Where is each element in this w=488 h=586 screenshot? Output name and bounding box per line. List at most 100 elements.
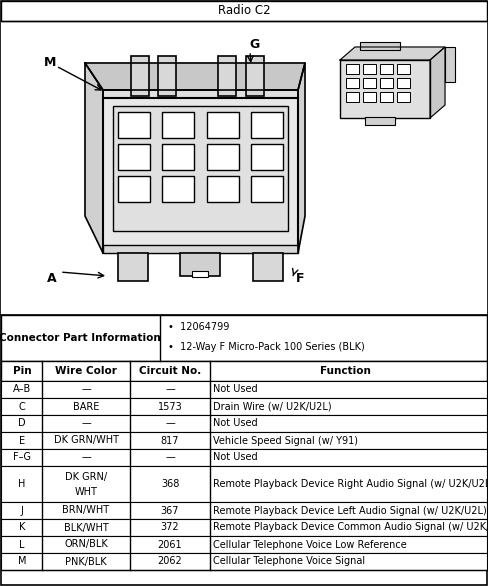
Bar <box>218 56 236 96</box>
Polygon shape <box>85 63 103 253</box>
Bar <box>1 553 487 570</box>
Bar <box>103 98 298 253</box>
Bar <box>118 144 150 170</box>
Text: 372: 372 <box>161 523 179 533</box>
Text: •  12064799: • 12064799 <box>168 322 229 332</box>
Text: Remote Playback Device Right Audio Signal (w/ U2K/U2L): Remote Playback Device Right Audio Signa… <box>213 479 488 489</box>
Text: 2061: 2061 <box>158 540 183 550</box>
Text: Cellular Telephone Voice Low Reference: Cellular Telephone Voice Low Reference <box>213 540 407 550</box>
Text: 1573: 1573 <box>158 401 183 411</box>
Text: D: D <box>18 418 26 428</box>
Bar <box>1 315 487 361</box>
Bar <box>251 144 283 170</box>
Text: —: — <box>165 384 175 394</box>
Bar <box>253 253 283 281</box>
Bar <box>118 176 150 202</box>
Text: PNK/BLK: PNK/BLK <box>65 557 107 567</box>
Text: Not Used: Not Used <box>213 418 258 428</box>
Bar <box>163 176 194 202</box>
Text: G: G <box>250 39 260 52</box>
Text: C: C <box>19 401 25 411</box>
Text: M: M <box>44 56 56 69</box>
Bar <box>246 56 264 96</box>
Text: Drain Wire (w/ U2K/U2L): Drain Wire (w/ U2K/U2L) <box>213 401 332 411</box>
Bar <box>180 253 220 276</box>
Text: Vehicle Speed Signal (w/ Y91): Vehicle Speed Signal (w/ Y91) <box>213 435 358 445</box>
Text: F–G: F–G <box>13 452 31 462</box>
Bar <box>1 519 487 536</box>
Text: DK GRN/WHT: DK GRN/WHT <box>54 435 119 445</box>
Bar <box>1 1 487 21</box>
Text: Wire Color: Wire Color <box>55 366 117 376</box>
Bar <box>103 245 298 253</box>
Bar <box>363 64 376 74</box>
Text: L: L <box>19 540 25 550</box>
Text: —: — <box>81 452 91 462</box>
Text: Circuit No.: Circuit No. <box>139 366 201 376</box>
Bar <box>103 90 298 98</box>
Text: Not Used: Not Used <box>213 384 258 394</box>
Bar <box>1 415 487 432</box>
Bar <box>251 176 283 202</box>
Bar <box>346 78 359 88</box>
Text: —: — <box>165 452 175 462</box>
Bar <box>163 112 194 138</box>
Text: ORN/BLK: ORN/BLK <box>64 540 108 550</box>
Bar <box>397 64 410 74</box>
Text: F: F <box>296 271 304 284</box>
Bar <box>1 398 487 415</box>
Bar <box>192 271 208 277</box>
Bar <box>380 78 393 88</box>
Bar <box>1 432 487 449</box>
Bar <box>206 176 239 202</box>
Bar <box>346 64 359 74</box>
Text: —: — <box>165 418 175 428</box>
Text: K: K <box>19 523 25 533</box>
Text: Pin: Pin <box>13 366 31 376</box>
Text: 2062: 2062 <box>158 557 183 567</box>
Text: 367: 367 <box>161 506 179 516</box>
Bar <box>1 21 487 315</box>
Text: H: H <box>19 479 26 489</box>
Bar <box>445 47 455 82</box>
Text: Not Used: Not Used <box>213 452 258 462</box>
Text: J: J <box>20 506 23 516</box>
Bar <box>113 106 288 231</box>
Bar <box>380 92 393 102</box>
Polygon shape <box>430 47 445 118</box>
Bar <box>158 56 176 96</box>
Text: Remote Playback Device Left Audio Signal (w/ U2K/U2L): Remote Playback Device Left Audio Signal… <box>213 506 487 516</box>
Text: —: — <box>81 384 91 394</box>
Bar <box>131 56 149 96</box>
Bar <box>363 92 376 102</box>
Bar <box>118 112 150 138</box>
Bar <box>206 112 239 138</box>
Bar <box>380 64 393 74</box>
Bar <box>397 78 410 88</box>
Polygon shape <box>298 63 305 253</box>
Bar <box>251 112 283 138</box>
Bar <box>340 60 430 118</box>
Text: A–B: A–B <box>13 384 31 394</box>
Text: —: — <box>81 418 91 428</box>
Bar <box>163 144 194 170</box>
Text: Function: Function <box>320 366 370 376</box>
Polygon shape <box>340 47 445 60</box>
Text: BRN/WHT: BRN/WHT <box>62 506 110 516</box>
Bar <box>346 92 359 102</box>
Text: BARE: BARE <box>73 401 99 411</box>
Bar <box>1 536 487 553</box>
Bar <box>1 361 487 381</box>
Text: E: E <box>19 435 25 445</box>
Text: 368: 368 <box>161 479 179 489</box>
Text: M: M <box>18 557 26 567</box>
Text: DK GRN/: DK GRN/ <box>65 472 107 482</box>
Text: BLK/WHT: BLK/WHT <box>63 523 108 533</box>
Bar <box>1 466 487 502</box>
Text: WHT: WHT <box>75 487 98 497</box>
Text: 817: 817 <box>161 435 179 445</box>
Bar <box>365 117 395 125</box>
Bar <box>1 381 487 398</box>
Text: Radio C2: Radio C2 <box>218 5 270 18</box>
Bar <box>1 502 487 519</box>
